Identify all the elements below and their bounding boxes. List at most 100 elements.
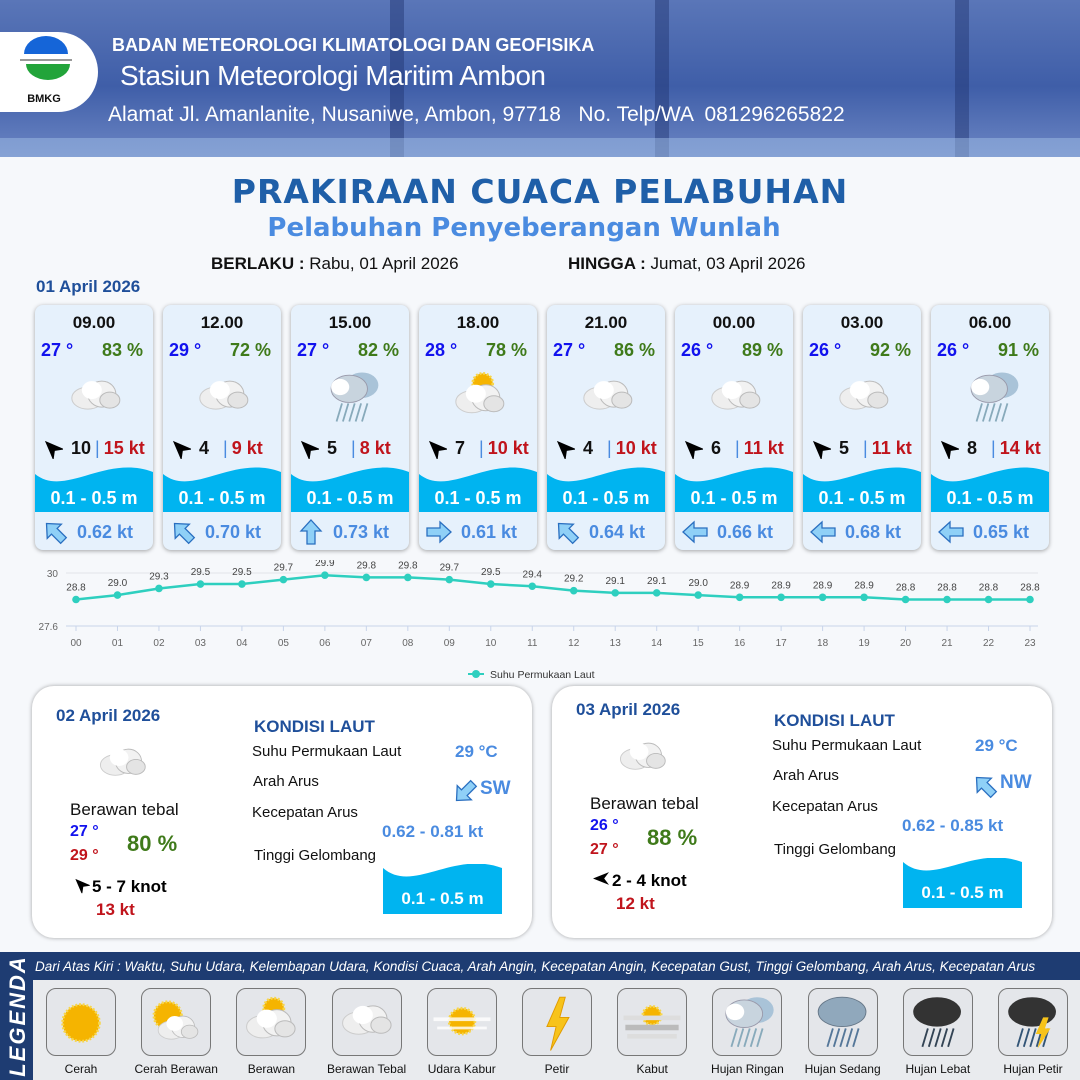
data-label: 29.1: [647, 576, 667, 587]
wind-speed: 5: [839, 437, 850, 458]
wind-direction-icon: [684, 440, 703, 459]
temperature-min: 26 °: [590, 817, 619, 834]
wind-speed: 7: [455, 437, 466, 458]
forecast-card: 09.00 27 ° 83 % 10 | 15 kt 0.1 - 0.5 m 0.6…: [35, 305, 153, 550]
current-direction-icon: [975, 776, 998, 799]
forecast-time: 03.00: [840, 313, 884, 332]
hujan-ringan-weather-icon: [330, 372, 379, 422]
data-point: [362, 573, 371, 582]
valid-to-label: HINGGA :: [568, 254, 646, 273]
air-temperature: 27 °: [41, 340, 74, 360]
berawan-weather-icon: [246, 996, 296, 1039]
cerah-weather-icon: [61, 1003, 101, 1043]
legend-item-cerah: Cerah: [35, 988, 127, 1076]
wave-graphic: [383, 864, 502, 914]
day1-date: 01 April 2026: [36, 277, 141, 296]
data-point: [155, 584, 163, 593]
separator: |: [95, 437, 100, 458]
data-point: [238, 580, 246, 588]
sst-label: Suhu Permukaan Laut: [772, 737, 922, 754]
current-speed-label: Kecepatan Arus: [252, 804, 358, 821]
current-speed: 0.66 kt: [717, 521, 774, 542]
legend-item-berawan-tebal: Berawan Tebal: [321, 988, 413, 1076]
wave-graphic: [931, 467, 1049, 512]
forecast-card: 18.00 28 ° 78 % 7 | 10 kt 0.1 - 0.5 m 0.61…: [419, 305, 537, 550]
current-speed: 0.62 kt: [77, 521, 134, 542]
x-tick-label: 18: [817, 638, 829, 649]
wind-speed-range: 5 - 7 knot: [92, 876, 167, 896]
data-label: 28.8: [66, 583, 86, 594]
humidity: 78 %: [485, 340, 527, 360]
sst-value: 29 °C: [455, 742, 498, 761]
x-tick-label: 12: [568, 638, 580, 649]
berawan-tebal-weather-icon: [839, 380, 889, 410]
current-speed: 0.73 kt: [333, 521, 390, 542]
panel-date: 02 April 2026: [56, 706, 161, 725]
legend-label: Hujan Ringan: [711, 1062, 784, 1076]
separator: |: [607, 437, 612, 458]
x-tick-label: 21: [941, 638, 953, 649]
air-temperature: 29 °: [169, 340, 202, 360]
x-tick-label: 06: [319, 638, 331, 649]
hujan-lebat-weather-icon: [912, 997, 961, 1048]
current-speed: 0.65 kt: [973, 521, 1030, 542]
temperature-max: 27 °: [590, 841, 619, 858]
forecast-card: 03.00 26 ° 92 % 5 | 11 kt 0.1 - 0.5 m 0.68…: [803, 305, 921, 550]
hujan-ringan-weather-icon: [725, 997, 775, 1048]
data-point: [279, 575, 288, 584]
berawan-tebal-weather-icon: [199, 380, 249, 410]
sea-surface-temperature-chart: 30 27.6 00 01 02 03 04 05 06 07 08 09 10 11 12 13 14 15 16…: [39, 560, 1041, 681]
separator: |: [863, 437, 868, 458]
data-point: [860, 593, 868, 602]
current-direction-icon: [45, 522, 68, 545]
valid-from-value: Rabu, 01 April 2026: [309, 254, 459, 273]
legend-item-hujan-ringan: Hujan Ringan: [701, 988, 793, 1076]
gust-speed: 10 kt: [487, 437, 529, 458]
wind-direction-icon: [593, 872, 610, 885]
berawan-tebal-weather-icon: [71, 380, 121, 410]
current-direction-label: Arah Arus: [773, 767, 839, 784]
wave-height: 0.1 - 0.5 m: [306, 488, 394, 508]
y-tick-label: 27.6: [39, 622, 59, 633]
data-point: [735, 593, 744, 602]
gust-speed: 10 kt: [615, 437, 657, 458]
x-tick-label: 13: [610, 638, 622, 649]
legend-label: Berawan Tebal: [327, 1062, 407, 1076]
current-direction-icon: [455, 779, 478, 802]
data-point: [901, 595, 910, 604]
forecast-card: 21.00 27 ° 86 % 4 | 10 kt 0.1 - 0.5 m 0.64…: [547, 305, 665, 550]
x-tick-label: 14: [651, 638, 663, 649]
berawan-tebal-weather-icon: [619, 742, 666, 770]
x-tick-label: 11: [527, 638, 538, 649]
data-label: 29.8: [398, 560, 418, 571]
current-direction-icon: [426, 520, 452, 544]
humidity: 92 %: [869, 340, 911, 360]
forecast-card: 15.00 27 ° 82 % 5 | 8 kt 0.1 - 0.5 m 0.73 …: [291, 305, 409, 550]
current-direction-icon: [682, 520, 708, 544]
daily-forecast-panel: 03 April 2026 Berawan tebal 26 ° 27 ° 88…: [552, 686, 1052, 938]
station-address: Alamat Jl. Amanlanite, Nusaniwe, Ambon, …: [108, 103, 845, 126]
current-speed: 0.61 kt: [461, 521, 518, 542]
legend-item-berawan: Berawan: [225, 988, 317, 1076]
legend-label: Suhu Permukaan Laut: [490, 669, 595, 681]
legend-label: Hujan Sedang: [804, 1062, 881, 1076]
wave-height: 0.1 - 0.5 m: [921, 883, 1004, 902]
data-point: [1026, 595, 1034, 604]
air-temperature: 26 °: [937, 340, 970, 360]
x-tick-label: 15: [693, 638, 705, 649]
y-tick-label: 30: [47, 569, 59, 580]
x-tick-label: 04: [236, 638, 248, 649]
humidity: 91 %: [997, 340, 1039, 360]
forecast-time: 15.00: [328, 313, 372, 332]
wave-height: 0.1 - 0.5 m: [434, 488, 522, 508]
data-label: 29.2: [564, 574, 584, 585]
gust-speed: 12 kt: [616, 894, 655, 913]
legend-label: Berawan: [247, 1062, 296, 1076]
wave-height-label: Tinggi Gelombang: [774, 841, 897, 858]
agency-name: BADAN METEOROLOGI KLIMATOLOGI DAN GEOFIS…: [112, 35, 595, 55]
forecast-card: 12.00 29 ° 72 % 4 | 9 kt 0.1 - 0.5 m 0.70 …: [163, 305, 281, 550]
data-label: 29.0: [688, 578, 708, 589]
legend-item-kabut: Kabut: [606, 988, 698, 1076]
legend-item-cerah-berawan: Cerah Berawan: [130, 988, 222, 1076]
weather-condition: Berawan tebal: [590, 794, 699, 813]
